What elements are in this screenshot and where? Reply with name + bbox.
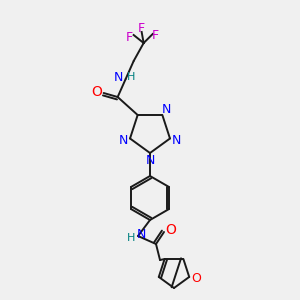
Text: N: N <box>172 134 181 147</box>
Text: O: O <box>91 85 102 99</box>
Text: H: H <box>127 233 135 243</box>
Text: N: N <box>136 227 146 241</box>
Text: N: N <box>119 134 128 147</box>
Text: O: O <box>166 223 176 237</box>
Text: F: F <box>138 22 145 34</box>
Text: O: O <box>191 272 201 285</box>
Text: N: N <box>114 70 123 83</box>
Text: N: N <box>145 154 155 166</box>
Text: F: F <box>152 28 159 41</box>
Text: F: F <box>126 31 133 44</box>
Text: N: N <box>162 103 171 116</box>
Text: H: H <box>127 72 135 82</box>
